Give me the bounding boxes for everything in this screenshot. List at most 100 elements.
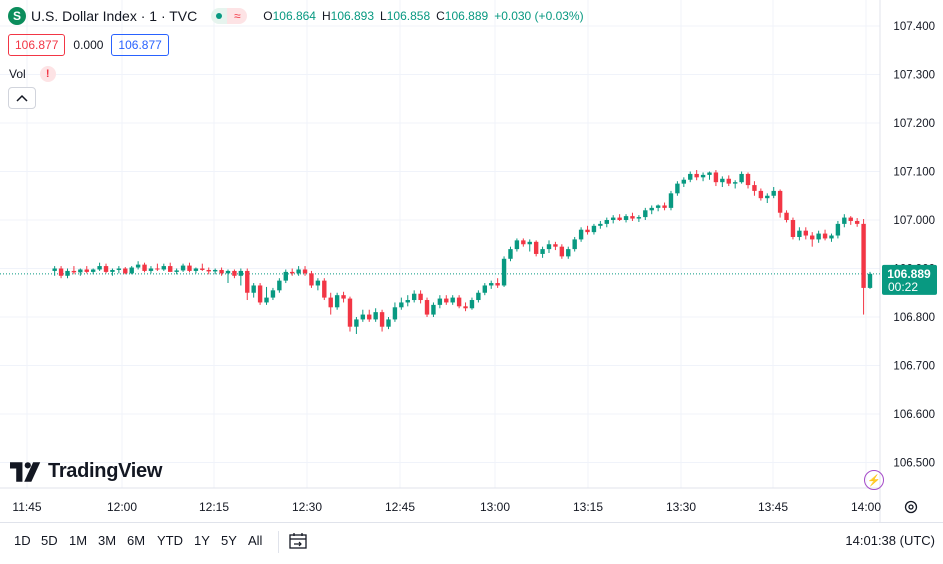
- candle: [694, 170, 699, 181]
- collapse-legend-button[interactable]: [8, 87, 36, 109]
- symbol-title[interactable]: U.S. Dollar Index · 1 · TVC: [31, 8, 198, 24]
- range-6m-button[interactable]: 6M: [127, 533, 146, 548]
- candle-body: [630, 216, 635, 219]
- volume-indicator[interactable]: Vol !: [9, 66, 56, 82]
- candle-body: [854, 220, 860, 224]
- candle: [835, 220, 841, 239]
- candle: [206, 267, 211, 275]
- candle: [232, 269, 237, 279]
- grid-lines: [0, 0, 880, 488]
- tradingview-logo[interactable]: TradingView: [10, 460, 162, 483]
- market-status-pill[interactable]: ≈: [211, 8, 248, 24]
- candle: [71, 266, 77, 275]
- go-to-date-icon[interactable]: [288, 531, 308, 551]
- sell-button[interactable]: 106.877: [8, 34, 66, 56]
- candle-body: [482, 285, 487, 293]
- candle-body: [700, 174, 706, 178]
- candle-body: [392, 307, 398, 320]
- range-1y-button[interactable]: 1Y: [194, 533, 210, 548]
- candle-body: [816, 233, 821, 240]
- candle-body: [566, 249, 571, 257]
- range-1d-button[interactable]: 1D: [14, 533, 31, 548]
- candle: [264, 286, 269, 305]
- time-tick-label: 13:00: [480, 500, 510, 514]
- candle: [123, 267, 128, 275]
- candle-body: [745, 173, 751, 186]
- settings-gear-icon[interactable]: [903, 499, 919, 515]
- time-axis[interactable]: 11:45 12:00 12:15 12:30 12:45 13:00 13:15 13:30…: [12, 500, 881, 514]
- range-5y-button[interactable]: 5Y: [221, 533, 237, 548]
- candle-body: [155, 268, 160, 270]
- candle: [636, 215, 642, 222]
- candle: [777, 189, 783, 218]
- candle-body: [411, 293, 417, 301]
- candle: [553, 241, 558, 251]
- candle-body: [187, 265, 192, 271]
- candle: [360, 309, 366, 322]
- candle-body: [257, 285, 263, 303]
- candle: [379, 309, 385, 332]
- candle: [392, 302, 398, 322]
- candle: [514, 238, 520, 252]
- candle: [649, 205, 654, 215]
- candle: [302, 266, 308, 276]
- range-all-button[interactable]: All: [248, 533, 263, 548]
- range-5d-button[interactable]: 5D: [41, 533, 58, 548]
- buy-button[interactable]: 106.877: [111, 34, 169, 56]
- candle-body: [116, 268, 122, 270]
- time-tick-label: 14:00: [851, 500, 881, 514]
- candle-body: [546, 244, 552, 250]
- range-1m-button[interactable]: 1M: [69, 533, 88, 548]
- candle-body: [405, 300, 410, 303]
- candle: [739, 171, 744, 184]
- candle-body: [142, 264, 147, 271]
- candle-body: [129, 267, 134, 274]
- range-ytd-button[interactable]: YTD: [157, 533, 183, 548]
- candle: [476, 290, 481, 303]
- candle: [784, 210, 789, 223]
- candle: [578, 227, 584, 242]
- candle: [848, 216, 853, 225]
- candle: [328, 292, 333, 315]
- price-axis[interactable]: 107.400107.300107.200107.100107.000106.9…: [893, 21, 935, 470]
- candle-body: [495, 283, 500, 286]
- candle: [334, 292, 340, 310]
- candle: [142, 262, 147, 273]
- time-tick-label: 13:30: [666, 500, 696, 514]
- candle: [437, 295, 443, 309]
- candle-body: [103, 266, 109, 272]
- candle-body: [431, 304, 436, 315]
- range-3m-button[interactable]: 3M: [98, 533, 117, 548]
- candle: [726, 175, 731, 187]
- candle: [829, 233, 834, 242]
- symbol-dollar-icon[interactable]: S: [8, 7, 26, 25]
- candle-body: [148, 268, 154, 271]
- candle: [322, 278, 327, 301]
- utc-clock[interactable]: 14:01:38 (UTC): [845, 533, 935, 548]
- toolbar-divider: [278, 531, 279, 553]
- candle: [277, 278, 282, 293]
- candle: [803, 227, 808, 240]
- candle: [251, 283, 256, 298]
- candle: [219, 267, 224, 276]
- price-tick-label: 106.700: [893, 361, 935, 373]
- candle: [418, 290, 423, 304]
- candle: [816, 230, 821, 243]
- candle: [65, 268, 70, 279]
- time-tick-label: 12:45: [385, 500, 415, 514]
- lightning-icon[interactable]: ⚡: [864, 470, 884, 490]
- candle-body: [456, 297, 462, 307]
- candle: [367, 309, 372, 322]
- candle-body: [450, 297, 455, 303]
- data-delay-icon: ≈: [227, 8, 248, 24]
- candle: [623, 214, 629, 223]
- candle: [688, 171, 693, 183]
- warning-icon[interactable]: !: [39, 66, 56, 82]
- candle: [238, 268, 244, 286]
- candle-body: [251, 285, 256, 293]
- candle-body: [777, 190, 783, 213]
- candle: [315, 278, 321, 291]
- candle: [405, 295, 410, 307]
